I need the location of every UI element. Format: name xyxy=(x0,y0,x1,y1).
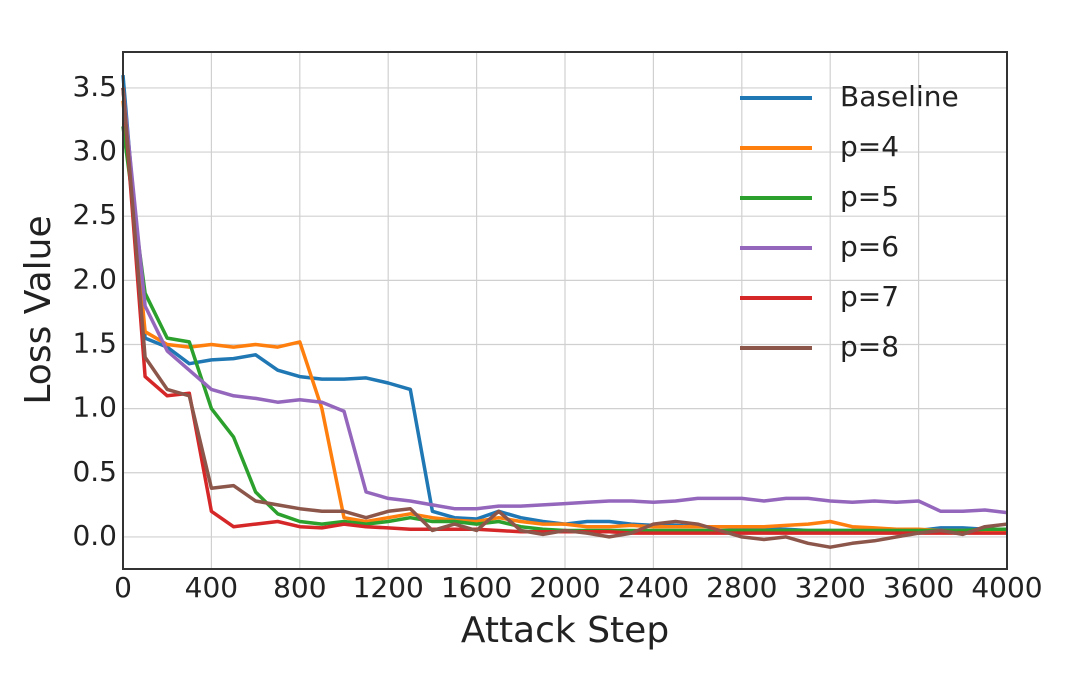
y-tick-label: 3.0 xyxy=(72,134,117,167)
y-tick-label: 2.5 xyxy=(72,198,117,231)
y-tick-label: 1.0 xyxy=(72,391,117,424)
legend-label: p=8 xyxy=(840,330,899,363)
y-axis-label: Loss Value xyxy=(18,215,59,404)
line xyxy=(121,87,1008,515)
x-tick-label: 1600 xyxy=(441,571,512,604)
legend-label: p=4 xyxy=(840,130,899,163)
y-tick-label: 0.5 xyxy=(72,455,117,488)
x-tick-label: 400 xyxy=(185,571,238,604)
line xyxy=(121,100,1007,533)
x-tick-label: 2800 xyxy=(706,571,777,604)
x-tick-label: 3600 xyxy=(883,571,954,604)
x-tick-label: 1200 xyxy=(353,571,424,604)
y-tick-label: 0.0 xyxy=(72,519,117,552)
line xyxy=(121,87,1008,549)
plot-frame xyxy=(122,51,1008,570)
y-tick-label: 2.0 xyxy=(72,262,117,295)
legend-label: p=5 xyxy=(840,180,899,213)
legend-label: p=7 xyxy=(840,280,899,313)
y-tick-label: 1.5 xyxy=(72,326,117,359)
x-tick-label: 3200 xyxy=(795,571,866,604)
x-tick-label: 2400 xyxy=(618,571,689,604)
x-tick-label: 2000 xyxy=(529,571,600,604)
x-axis-label: Attack Step xyxy=(461,610,669,651)
y-tick-label: 3.5 xyxy=(72,70,117,103)
legend-label: Baseline xyxy=(840,80,959,113)
legend-label: p=6 xyxy=(840,230,899,263)
x-tick-label: 800 xyxy=(273,571,326,604)
x-tick-label: 0 xyxy=(114,571,132,604)
x-tick-label: 4000 xyxy=(971,571,1042,604)
